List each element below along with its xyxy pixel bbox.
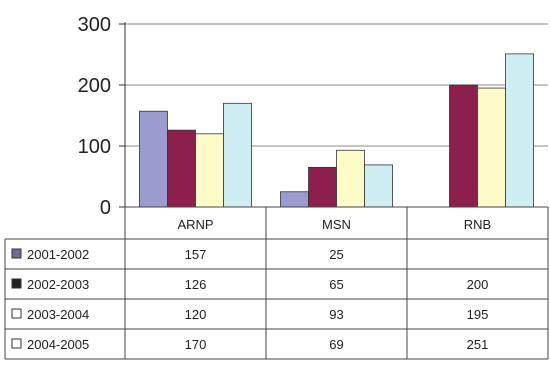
bar-msn-2004-2005 [364,164,393,208]
bar-msn-2002-2003 [308,166,337,208]
bars [139,53,534,208]
table-cell: 126 [185,277,207,292]
table-cell: 120 [185,307,207,322]
table-cell: 65 [329,277,343,292]
bar-arnp-2002-2003 [167,129,196,208]
y-tick-label: 0 [100,197,111,219]
bar-arnp-2004-2005 [223,102,252,208]
series-label: 2003-2004 [27,307,89,322]
legend-key [11,278,22,289]
series-label: 2002-2003 [27,277,89,292]
legend-key [11,308,22,319]
category-label: RNB [464,217,491,232]
bar-rnb-2002-2003 [449,84,478,208]
bar-arnp-2003-2004 [195,133,224,208]
table-cell: 69 [329,337,343,352]
axes: 0 100 200 300 [78,14,126,219]
table-cell: 170 [185,337,207,352]
legend-key [11,338,22,349]
bar-msn-2001-2002 [280,191,309,208]
y-tick-label: 200 [78,75,111,97]
bar-rnb-2004-2005 [505,53,534,208]
table-cell: 251 [467,337,489,352]
y-tick-label: 100 [78,136,111,158]
data-table: ARNP MSN RNB 2001-2002 157 25 2002-2003 126 65 20… [4,206,549,360]
bar-arnp-2001-2002 [139,110,168,208]
series-label: 2001-2002 [27,247,89,262]
table-cell: 200 [467,277,489,292]
category-label: ARNP [177,217,213,232]
table-cell: 93 [329,307,343,322]
table-cell: 157 [185,247,207,262]
series-label: 2004-2005 [27,337,89,352]
table-cell: 25 [329,247,343,262]
bar-msn-2003-2004 [336,149,365,208]
y-tick-label: 300 [78,14,111,36]
table-cell: 195 [467,307,489,322]
category-label: MSN [322,217,351,232]
legend-key [11,248,22,259]
bar-rnb-2003-2004 [477,87,506,208]
